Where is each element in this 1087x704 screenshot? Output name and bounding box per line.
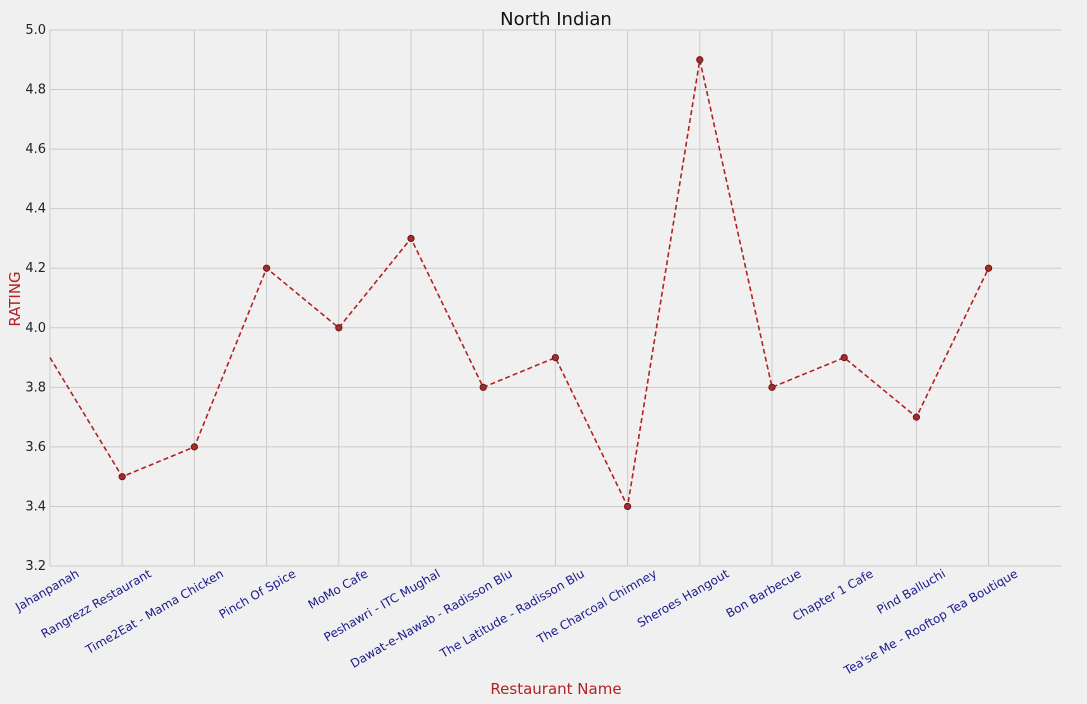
x-tick-label: Pinch Of Spice xyxy=(217,566,298,621)
data-point xyxy=(696,56,704,64)
data-point xyxy=(262,264,271,272)
data-point xyxy=(551,353,560,362)
grid-lines xyxy=(49,29,1061,567)
y-tick-label: 4.8 xyxy=(25,83,46,98)
data-point xyxy=(335,324,343,332)
y-tick-label: 3.6 xyxy=(25,440,46,455)
y-axis-label: RATING xyxy=(6,271,24,326)
data-point xyxy=(190,443,198,451)
y-tick-label: 3.2 xyxy=(25,559,46,574)
data-point xyxy=(623,502,632,511)
data-point xyxy=(118,473,126,481)
y-tick-label: 3.4 xyxy=(25,499,46,514)
series-line xyxy=(49,59,990,510)
data-point xyxy=(912,413,921,421)
y-tick-label: 4.2 xyxy=(25,261,46,276)
data-point xyxy=(984,264,993,272)
y-tick-label: 4.0 xyxy=(25,321,46,336)
data-point xyxy=(479,383,487,391)
x-tick-label: MoMo Cafe xyxy=(306,566,371,611)
y-tick-labels: 3.2 3.4 3.6 3.8 4.0 4.2 4.4 4.6 4.8 5.0 xyxy=(25,23,46,574)
x-tick-label: Peshawri - ITC Mughal xyxy=(321,566,442,644)
y-tick-label: 5.0 xyxy=(25,23,46,38)
y-tick-label: 4.6 xyxy=(25,142,46,157)
x-tick-label: The Latitude - Radisson Blu xyxy=(437,566,587,661)
data-points xyxy=(118,56,993,511)
x-tick-label: Time2Eat - Mama Chicken xyxy=(82,566,225,657)
x-tick-label: Jahanpanah xyxy=(12,566,81,614)
data-point xyxy=(407,234,415,243)
x-axis-label: Restaurant Name xyxy=(490,680,621,698)
y-tick-label: 3.8 xyxy=(25,380,46,395)
chart-title: North Indian xyxy=(500,9,612,30)
y-tick-label: 4.4 xyxy=(25,202,46,217)
data-point xyxy=(768,383,776,391)
data-point xyxy=(840,353,848,362)
x-tick-label: Chapter 1 Cafe xyxy=(790,566,875,623)
x-tick-label: The Charcoal Chimney xyxy=(534,566,659,646)
